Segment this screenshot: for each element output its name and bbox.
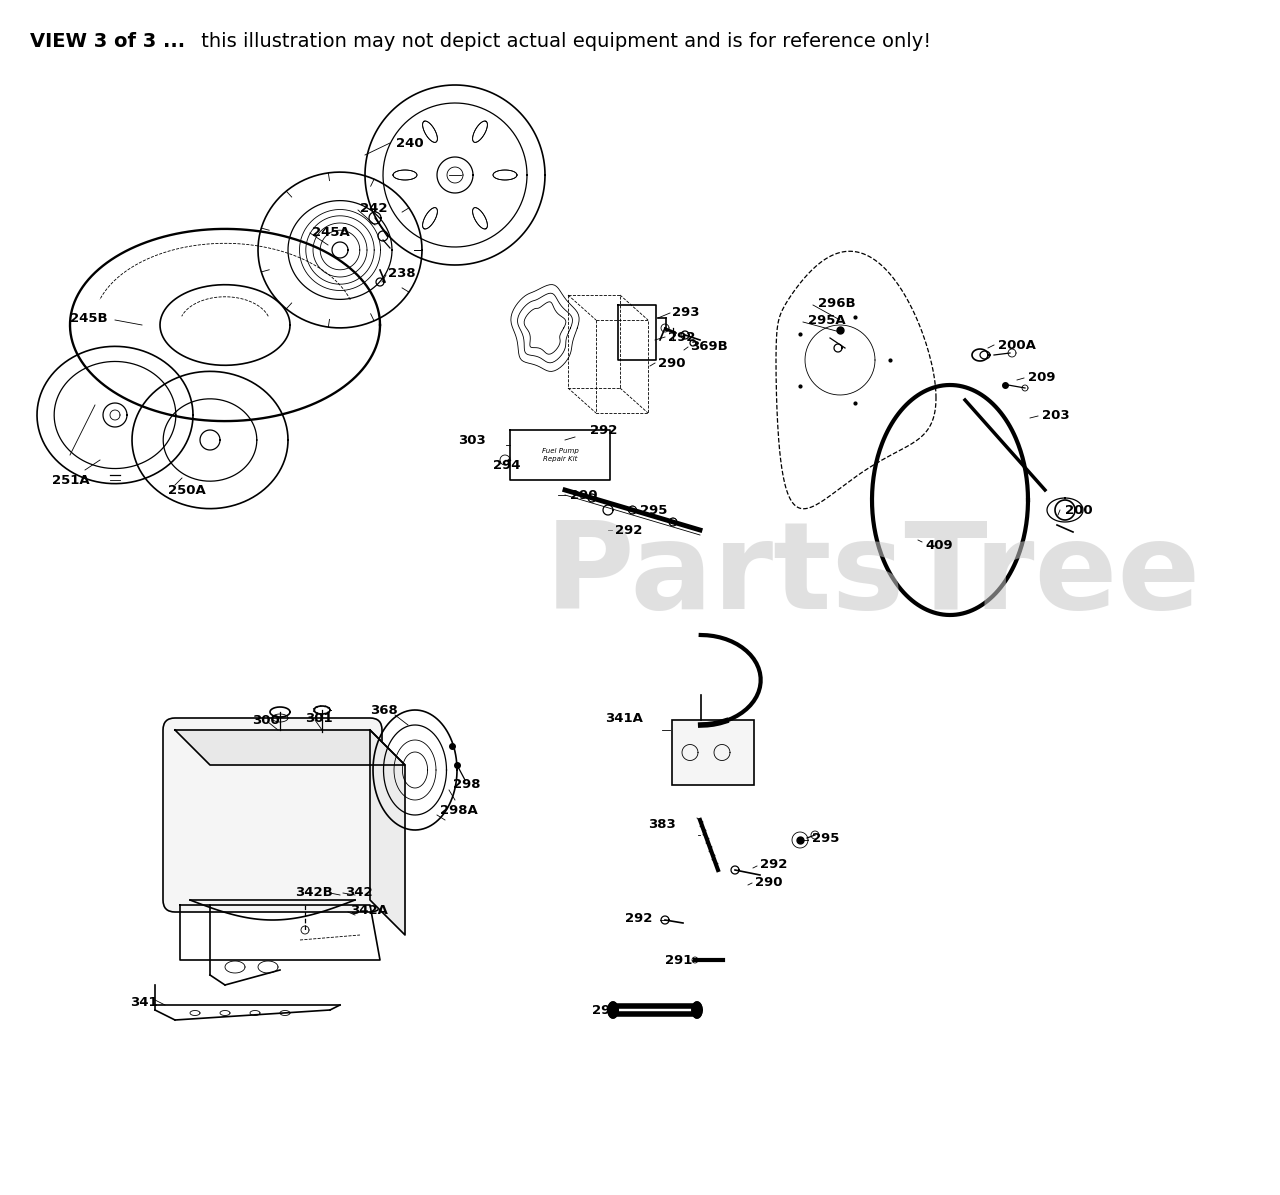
Polygon shape — [472, 208, 488, 229]
Text: 209: 209 — [1028, 370, 1056, 384]
FancyBboxPatch shape — [672, 721, 754, 785]
Polygon shape — [628, 505, 636, 514]
Text: 342A: 342A — [349, 903, 388, 917]
Text: 295: 295 — [640, 503, 667, 516]
Polygon shape — [669, 517, 677, 526]
Text: 292: 292 — [614, 523, 643, 537]
Text: 342B: 342B — [294, 885, 333, 899]
Text: 383: 383 — [648, 819, 676, 832]
Text: 290: 290 — [570, 489, 598, 502]
Polygon shape — [393, 170, 417, 180]
Text: 290: 290 — [755, 876, 782, 889]
Text: 341: 341 — [131, 995, 157, 1009]
Text: 409: 409 — [925, 539, 952, 552]
Text: 296: 296 — [591, 1004, 620, 1017]
Text: 240: 240 — [396, 136, 424, 149]
Text: 245A: 245A — [312, 226, 349, 239]
Text: 301: 301 — [305, 711, 333, 724]
Text: 296B: 296B — [818, 296, 855, 310]
Text: 341A: 341A — [605, 711, 643, 724]
Text: 238: 238 — [388, 266, 416, 280]
Polygon shape — [493, 170, 517, 180]
Text: 298: 298 — [453, 778, 480, 791]
Text: Fuel Pump
Repair Kit: Fuel Pump Repair Kit — [541, 448, 579, 461]
Text: 368: 368 — [370, 704, 398, 717]
Text: 292: 292 — [760, 858, 787, 871]
Text: 298A: 298A — [440, 803, 477, 816]
FancyBboxPatch shape — [163, 718, 381, 912]
Text: 290: 290 — [658, 356, 686, 369]
Text: PartsTree: PartsTree — [545, 516, 1201, 633]
Text: 245B: 245B — [70, 312, 108, 325]
Text: 369B: 369B — [690, 339, 728, 353]
Text: 303: 303 — [458, 434, 485, 447]
Polygon shape — [175, 730, 404, 765]
Text: 295: 295 — [812, 832, 840, 845]
Polygon shape — [422, 208, 438, 229]
Text: 293: 293 — [672, 306, 699, 319]
Text: 294: 294 — [493, 459, 521, 472]
Text: 292: 292 — [668, 331, 695, 343]
Polygon shape — [692, 1001, 701, 1018]
Polygon shape — [370, 730, 404, 934]
Text: 342: 342 — [346, 885, 372, 899]
Polygon shape — [588, 494, 596, 502]
Polygon shape — [472, 121, 488, 142]
Text: 292: 292 — [590, 423, 617, 436]
Text: 250A: 250A — [168, 484, 206, 496]
Text: 203: 203 — [1042, 409, 1070, 422]
Text: VIEW 3 of 3 ...: VIEW 3 of 3 ... — [29, 32, 186, 51]
Text: 200A: 200A — [998, 338, 1036, 351]
Text: 300: 300 — [252, 713, 280, 727]
Text: 292: 292 — [625, 912, 653, 925]
Text: 291: 291 — [666, 954, 692, 967]
Text: this illustration may not depict actual equipment and is for reference only!: this illustration may not depict actual … — [195, 32, 931, 51]
Text: 242: 242 — [360, 202, 388, 214]
Polygon shape — [422, 121, 438, 142]
Text: 200: 200 — [1065, 503, 1093, 516]
Polygon shape — [608, 1001, 618, 1018]
Text: 251A: 251A — [52, 473, 90, 486]
Text: 295A: 295A — [808, 313, 846, 326]
